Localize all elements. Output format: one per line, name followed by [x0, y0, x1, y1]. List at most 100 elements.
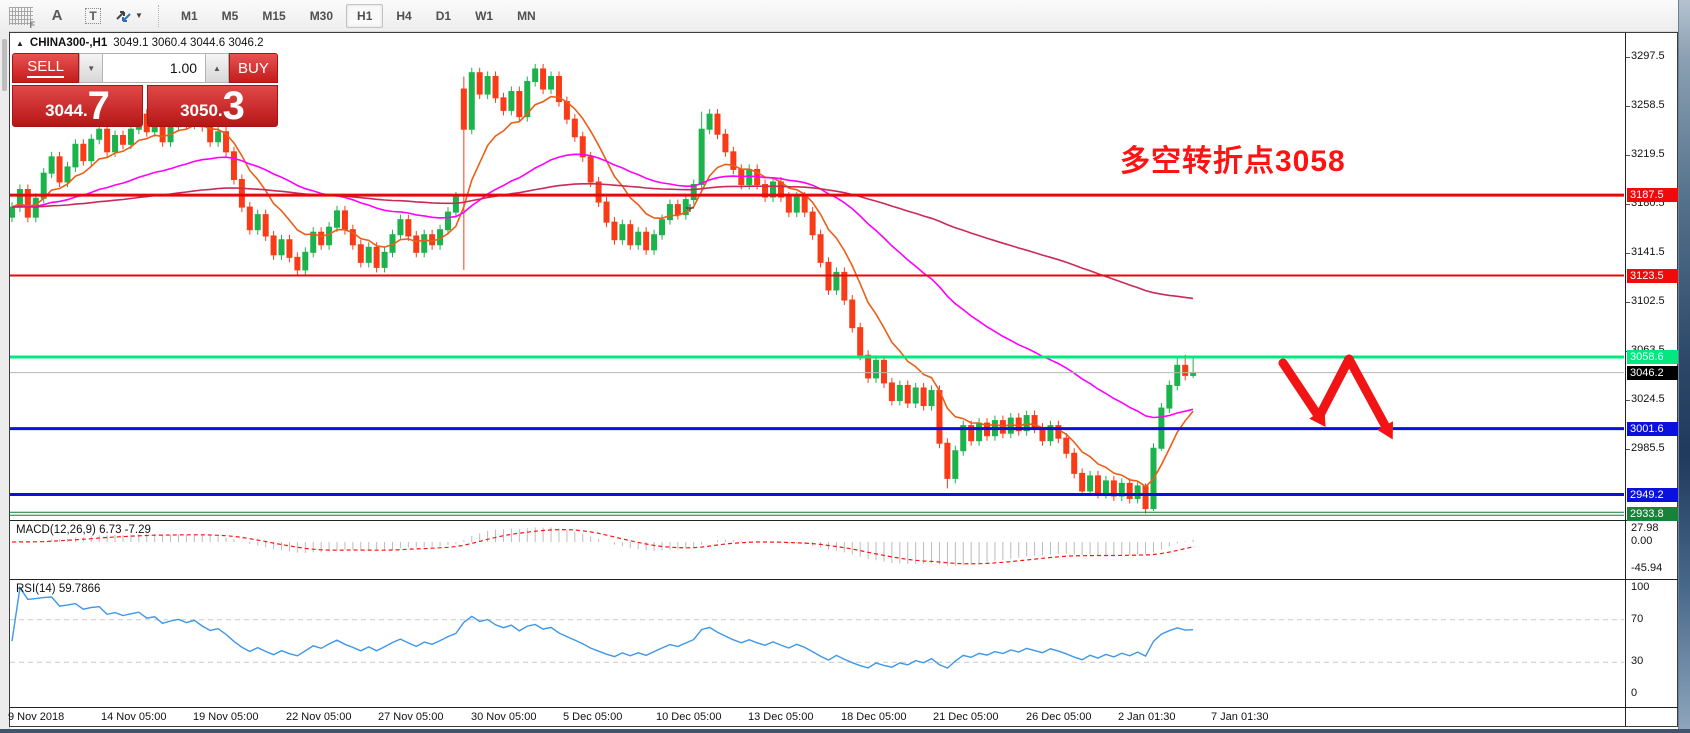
- tab-timeframe-M1[interactable]: M1: [181, 8, 198, 23]
- candle-body: [1182, 364, 1189, 376]
- candle-body: [1142, 485, 1149, 510]
- candle-body: [928, 389, 935, 407]
- candle-body: [413, 235, 420, 253]
- volume-input[interactable]: [103, 53, 206, 83]
- candle-body: [104, 128, 111, 153]
- tab-timeframe-M15[interactable]: M15: [262, 8, 286, 23]
- candle-body: [643, 231, 650, 251]
- price-level-badge-3046.2: 3046.2: [1627, 366, 1678, 380]
- candle-body: [484, 75, 491, 95]
- candle-body: [785, 196, 792, 213]
- price-tick-3219.5: 3219.5: [1631, 148, 1665, 160]
- sell-button[interactable]: SELL: [12, 53, 80, 83]
- candle-body: [262, 214, 269, 237]
- tab-timeframe-H4[interactable]: H4: [396, 8, 412, 23]
- time-tick: 13 Dec 05:00: [748, 711, 814, 723]
- time-tick: 27 Nov 05:00: [378, 711, 444, 723]
- arrange-arrows-icon[interactable]: ▼: [114, 4, 144, 28]
- tab-timeframe-MN[interactable]: MN: [517, 8, 536, 23]
- tab-timeframe-M5[interactable]: M5: [221, 8, 239, 23]
- chart-window[interactable]: [9, 32, 1678, 727]
- grid-f-icon[interactable]: F: [6, 4, 36, 30]
- candle-body: [888, 382, 895, 402]
- arrow-head: [1309, 408, 1326, 427]
- ma-line-40: [11, 153, 1194, 419]
- candle-body: [326, 226, 333, 246]
- candle-body: [397, 219, 404, 236]
- candle-body: [500, 97, 507, 111]
- tab-timeframe-M30[interactable]: M30: [309, 8, 334, 23]
- candle-body: [1087, 475, 1094, 492]
- rsi-tick-30: 30: [1631, 655, 1644, 667]
- price-tick-2985.5: 2985.5: [1631, 442, 1665, 454]
- candle-body: [976, 422, 983, 442]
- price-level-badge-2949.2: 2949.2: [1627, 488, 1678, 502]
- candle-body: [793, 196, 800, 213]
- candle-body: [1126, 482, 1133, 499]
- arrow-head: [1377, 421, 1394, 440]
- text-tool-icon[interactable]: T: [78, 4, 108, 28]
- sell-label: SELL: [27, 58, 64, 78]
- candle-body: [349, 229, 356, 246]
- candle-body: [72, 143, 79, 168]
- dropdown-caret-icon: ▼: [135, 11, 143, 20]
- candle-body: [698, 128, 705, 185]
- volume-decrease-button[interactable]: ▼: [79, 53, 104, 83]
- time-tick: 19 Nov 05:00: [193, 711, 259, 723]
- candle-body: [841, 271, 848, 301]
- pane-separator-main-macd[interactable]: [10, 520, 1678, 521]
- candle-body: [635, 231, 642, 246]
- candle-body: [912, 387, 919, 404]
- candle-body: [373, 246, 380, 268]
- candle-body: [405, 219, 412, 237]
- candle-body: [769, 181, 776, 198]
- forecast-zigzag-arrow: [1278, 354, 1392, 434]
- candle-body: [880, 359, 887, 384]
- candle-body: [674, 204, 681, 216]
- candle-body: [1118, 482, 1125, 497]
- candle-body: [278, 239, 285, 256]
- candle-body: [619, 224, 626, 241]
- candle-body: [302, 251, 309, 271]
- candle-body: [381, 251, 388, 268]
- candle-body: [88, 138, 95, 162]
- tab-timeframe-W1[interactable]: W1: [475, 8, 494, 23]
- time-tick: 30 Nov 05:00: [471, 711, 537, 723]
- font-icon[interactable]: A: [51, 7, 63, 24]
- macd-label: MACD(12,26,9) 6.73 -7.29: [16, 524, 151, 536]
- ask-price-display[interactable]: 3050 . 3: [147, 85, 278, 127]
- rsi-tick-70: 70: [1631, 613, 1644, 625]
- price-axis-divider: [1625, 33, 1626, 726]
- bottom-bar: [0, 729, 1690, 733]
- candle-body: [460, 88, 467, 130]
- price-level-badge-3123.5: 3123.5: [1627, 269, 1678, 283]
- chart-title: ▲ CHINA300-,H1 3049.1 3060.4 3044.6 3046…: [16, 37, 264, 49]
- candle-body: [682, 199, 689, 216]
- arrows-glyph: [116, 10, 131, 22]
- price-chart-canvas[interactable]: [10, 33, 1625, 726]
- pane-separator-macd-rsi[interactable]: [10, 579, 1678, 580]
- candle-body: [112, 135, 119, 153]
- toolbar: F A T ▼ M1 M5 M15 M30 H1 H4 D1 W1 MN: [0, 0, 1678, 32]
- candle-body: [341, 210, 348, 231]
- left-scroll-thumb[interactable]: [2, 39, 7, 91]
- candle-body: [1071, 452, 1078, 474]
- candle-body: [952, 450, 959, 479]
- window-edge-strip: [1678, 0, 1690, 733]
- tab-timeframe-D1[interactable]: D1: [435, 8, 452, 23]
- bid-int: 3044: [45, 101, 83, 120]
- bid-price-display[interactable]: 3044 . 7: [12, 85, 143, 127]
- price-level-badge-3187.5: 3187.5: [1627, 188, 1678, 202]
- time-tick: 7 Jan 01:30: [1211, 711, 1269, 723]
- collapse-panel-icon[interactable]: ▲: [16, 38, 24, 48]
- volume-increase-button[interactable]: ▲: [205, 53, 229, 83]
- buy-button[interactable]: BUY: [228, 53, 278, 83]
- tab-timeframe-H1[interactable]: H1: [346, 3, 384, 28]
- candle-body: [873, 359, 880, 379]
- rsi-tick-0: 0: [1631, 687, 1638, 699]
- candle-body: [270, 235, 277, 256]
- time-tick: 26 Dec 05:00: [1026, 711, 1092, 723]
- candle-body: [944, 442, 951, 479]
- candle-body: [127, 128, 134, 145]
- ma-line-9: [11, 95, 1194, 488]
